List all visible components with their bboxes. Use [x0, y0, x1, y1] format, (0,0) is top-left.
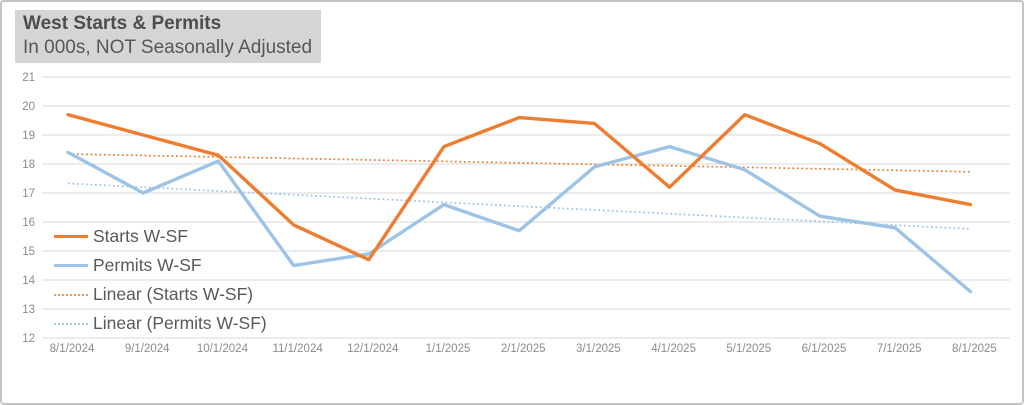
chart-subtitle: In 000s, NOT Seasonally Adjusted: [23, 37, 313, 58]
y-axis-tick-label: 17: [22, 188, 35, 200]
x-axis-tick-label: 3/1/2025: [576, 343, 621, 355]
legend-item-linear-starts: Linear (Starts W-SF): [54, 280, 267, 309]
legend-line-sample-linear-permits: [54, 322, 88, 325]
x-axis-tick-label: 9/1/2024: [125, 343, 170, 355]
y-axis-tick-label: 19: [22, 130, 35, 142]
legend-item-linear-permits: Linear (Permits W-SF): [54, 309, 267, 338]
legend-item-permits: Permits W-SF: [54, 251, 267, 280]
chart-title: West Starts & Permits: [23, 13, 222, 34]
chart-title-block: West Starts & Permits In 000s, NOT Seaso…: [15, 10, 322, 63]
x-axis-tick-label: 2/1/2025: [501, 343, 546, 355]
y-axis-tick-label: 15: [22, 246, 35, 258]
x-axis-tick-label: 8/1/2024: [50, 343, 95, 355]
y-axis-tick-label: 14: [22, 275, 35, 287]
y-axis-tick-label: 16: [22, 217, 35, 229]
legend-label-starts: Starts W-SF: [93, 226, 188, 246]
x-axis-tick-label: 8/1/2025: [952, 343, 997, 355]
trendline-1: [67, 182, 971, 230]
x-axis-tick-label: 12/1/2024: [347, 343, 399, 355]
y-axis-tick-label: 18: [22, 159, 35, 171]
legend-label-permits: Permits W-SF: [93, 255, 202, 275]
x-axis-tick-label: 11/1/2024: [272, 343, 323, 355]
legend-item-starts: Starts W-SF: [54, 222, 267, 251]
legend-line-sample-starts: [54, 235, 88, 238]
series-line-starts-w-sf: [66, 112, 973, 262]
series-line-permits-w-sf: [66, 144, 973, 294]
legend-line-sample-permits: [54, 264, 88, 267]
x-axis-tick-label: 6/1/2025: [802, 343, 847, 355]
legend-label-linear-starts: Linear (Starts W-SF): [93, 284, 254, 304]
x-axis-tick-label: 5/1/2025: [726, 343, 771, 355]
y-axis-tick-label: 21: [22, 72, 35, 84]
x-axis-tick-label: 7/1/2025: [877, 343, 922, 355]
y-axis-tick-label: 13: [22, 304, 35, 316]
x-axis-tick-label: 1/1/2025: [426, 343, 471, 355]
x-axis-tick-label: 10/1/2024: [197, 343, 249, 355]
legend-label-linear-permits: Linear (Permits W-SF): [93, 313, 267, 333]
x-axis-tick-label: 4/1/2025: [651, 343, 696, 355]
y-axis-tick-label: 20: [22, 101, 35, 113]
chart-legend: Starts W-SF Permits W-SF Linear (Starts …: [54, 222, 267, 338]
trendline-0: [67, 153, 971, 173]
y-axis-tick-label: 12: [22, 333, 35, 345]
legend-line-sample-linear-starts: [54, 293, 88, 296]
